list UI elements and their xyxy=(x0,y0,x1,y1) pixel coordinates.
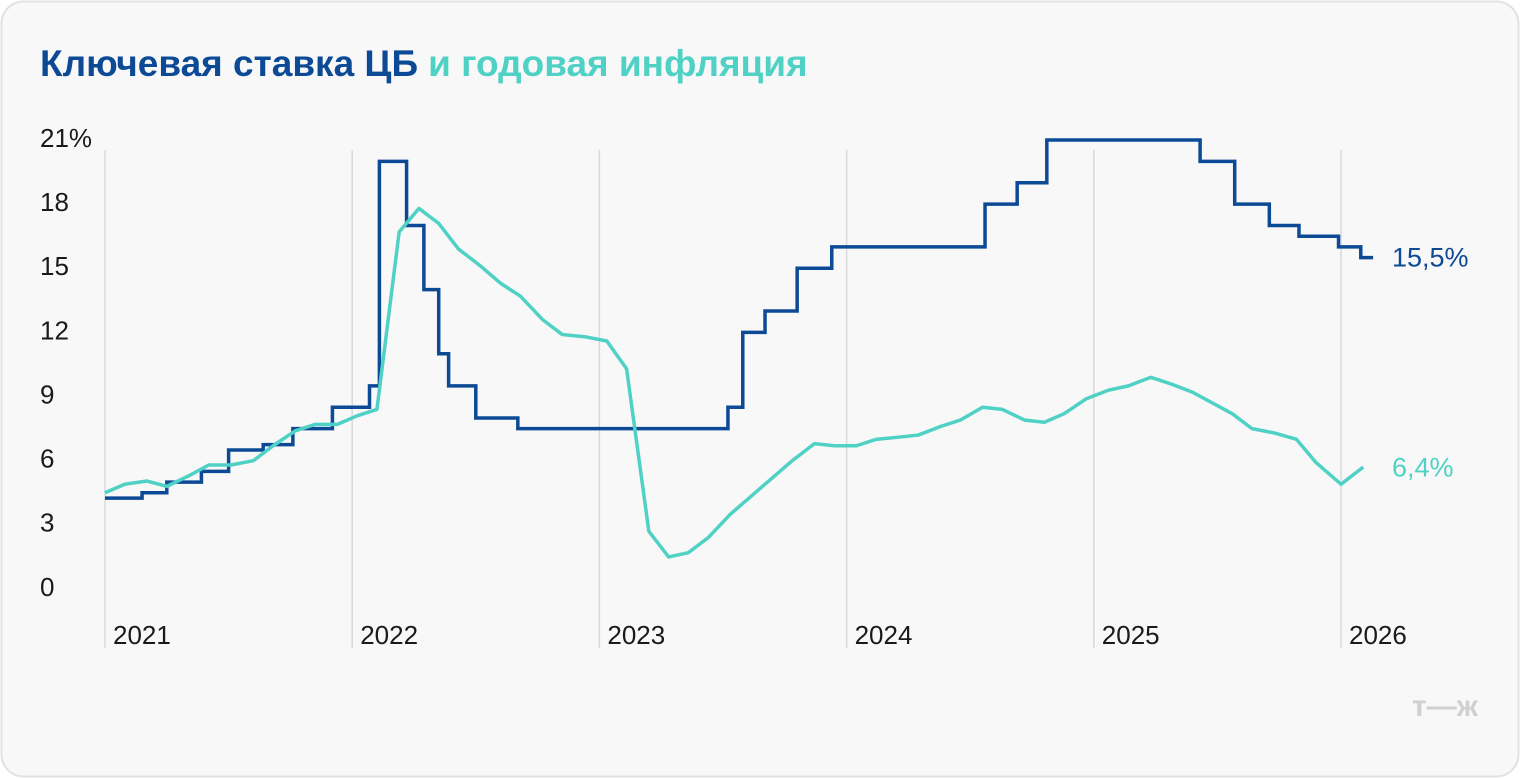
series-line xyxy=(104,206,1365,559)
y-tick-label: 0 xyxy=(40,572,54,602)
y-tick-label: 15 xyxy=(40,251,69,281)
x-tick-label: 2023 xyxy=(607,620,665,650)
y-tick-label: 18 xyxy=(40,187,69,217)
y-tick-label: 3 xyxy=(40,508,54,538)
x-tick-label: 2022 xyxy=(360,620,418,650)
legend-entry: и годовая инфляция xyxy=(428,43,808,84)
y-tick-label: 12 xyxy=(40,315,69,345)
legend-entry: Ключевая ставка ЦБ xyxy=(40,43,418,84)
x-tick-label: 2024 xyxy=(855,620,913,650)
x-tick-label: 2026 xyxy=(1349,620,1407,650)
y-tick-label: 21% xyxy=(40,123,92,153)
plot-area: 0 3 6 9 12 15 18 21% 2021 2022 2023 2024 2025 2026 15,… xyxy=(40,123,1469,650)
x-tick-label: 2021 xyxy=(113,620,171,650)
chart-title: Ключевая ставка ЦБ и годовая инфляция xyxy=(40,43,808,84)
series-line xyxy=(105,138,1374,500)
logo: т—ж xyxy=(1412,690,1479,723)
end-label: 6,4% xyxy=(1392,452,1454,482)
end-label: 15,5% xyxy=(1392,243,1469,273)
x-tick-label: 2025 xyxy=(1102,620,1160,650)
y-tick-label: 6 xyxy=(40,444,54,474)
y-tick-label: 9 xyxy=(40,379,54,409)
